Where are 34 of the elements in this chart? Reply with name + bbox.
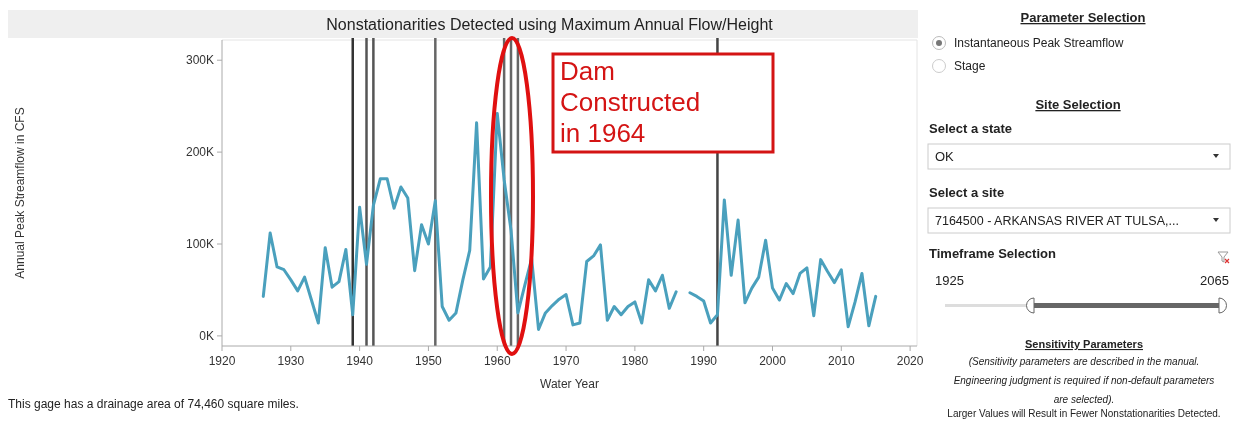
y-tick-label: 200K [185,145,214,160]
text: 2065 [1200,273,1229,288]
x-axis-title: Water Year [540,377,599,391]
x-tick-label: 1970 [552,354,580,368]
text: 7164500 - ARKANSAS RIVER AT TULSA,... [935,214,1179,228]
text: OK [935,149,955,164]
x-tick-label: 2000 [759,354,787,368]
text: Parameter Selection [1020,10,1146,25]
y-axis-title: Annual Peak Streamflow in CFS [13,107,27,279]
x-tick-label: 1940 [346,354,374,368]
x-tick-label: 1920 [208,354,236,368]
y-tick-label: 100K [185,237,214,251]
annotation: Dam Constructed in 1964 [560,56,701,148]
text: Sensitivity Parameters [1024,338,1144,350]
text: 1925 [935,273,964,288]
x-tick-label: 2010 [827,354,855,368]
y-tick-label: 0K [199,328,214,343]
text: Timeframe Selection [929,246,1056,261]
x-tick-label: 1950 [415,354,443,368]
x-tick-label: 2020 [896,354,924,368]
y-tick-label: 300K [185,53,214,68]
chart-title: Nonstationarities Detected using Maximum Annual Flow/Height [326,16,774,33]
text: Select a site [929,185,1005,200]
x-tick-label: 1990 [690,354,718,368]
text: Larger Values will Result in Fewer Nonstationarities Detected. [947,408,1221,419]
text: Select a state [929,121,1013,136]
x-tick-label: 1960 [483,354,511,368]
text: Site Selection [1035,97,1121,112]
x-tick-label: 1980 [621,354,649,368]
text: Stage [954,59,986,73]
text: Instantaneous Peak Streamflow [954,36,1124,50]
x-tick-label: 1930 [277,354,305,368]
text: This gage has a drainage area of 74,460 square miles. [8,397,299,411]
text: (Sensitivity parameters are described in the manual. Engineering judgment is required if non-default parameters are selected). [953,356,1215,405]
